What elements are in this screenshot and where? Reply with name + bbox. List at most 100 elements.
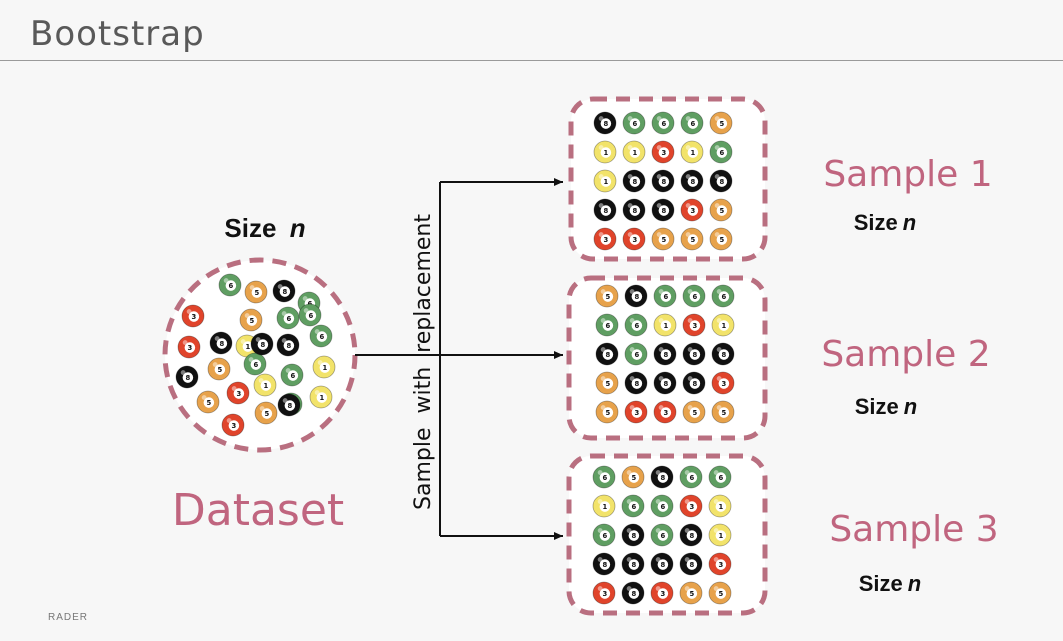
svg-text:8: 8 xyxy=(690,561,695,569)
svg-text:6: 6 xyxy=(722,293,727,301)
svg-text:3: 3 xyxy=(691,207,696,215)
svg-text:6: 6 xyxy=(720,149,725,157)
svg-text:1: 1 xyxy=(604,149,609,157)
sample-2-ball: 8 xyxy=(624,371,648,395)
svg-text:5: 5 xyxy=(691,236,696,244)
svg-text:8: 8 xyxy=(632,590,637,598)
sample-3-ball: 1 xyxy=(592,494,616,518)
svg-text:1: 1 xyxy=(633,149,638,157)
dataset-label: Dataset xyxy=(172,485,344,536)
sample-1-ball: 3 xyxy=(680,198,704,222)
svg-text:8: 8 xyxy=(722,351,727,359)
sample-2-ball: 8 xyxy=(595,342,619,366)
dataset-ball: 3 xyxy=(177,335,201,359)
svg-text:5: 5 xyxy=(662,236,667,244)
dataset-ball: 5 xyxy=(254,401,278,425)
sample-2-ball: 6 xyxy=(711,284,735,308)
svg-text:3: 3 xyxy=(662,149,667,157)
sample-1-ball: 8 xyxy=(651,198,675,222)
svg-text:8: 8 xyxy=(690,532,695,540)
svg-text:3: 3 xyxy=(604,236,609,244)
sample-2-ball: 3 xyxy=(711,371,735,395)
sample-1-ball: 6 xyxy=(680,111,704,135)
sample-1-ball: 5 xyxy=(709,198,733,222)
sample-2-ball: 8 xyxy=(653,371,677,395)
sample-3-ball: 6 xyxy=(650,494,674,518)
svg-text:8: 8 xyxy=(635,380,640,388)
svg-text:6: 6 xyxy=(661,532,666,540)
svg-text:5: 5 xyxy=(207,399,212,407)
svg-text:6: 6 xyxy=(633,120,638,128)
sample-1-ball: 8 xyxy=(709,169,733,193)
sample-1-ball: 1 xyxy=(593,169,617,193)
sample-1-ball: 8 xyxy=(622,169,646,193)
sample-3-ball: 6 xyxy=(592,465,616,489)
sample-1-ball: 5 xyxy=(709,111,733,135)
svg-text:1: 1 xyxy=(664,322,669,330)
svg-text:1: 1 xyxy=(246,343,251,351)
svg-text:6: 6 xyxy=(662,120,667,128)
svg-text:6: 6 xyxy=(635,322,640,330)
sample-3-ball: 8 xyxy=(621,523,645,547)
svg-text:5: 5 xyxy=(720,120,725,128)
sample-3-ball: 8 xyxy=(592,552,616,576)
sample-2-ball: 5 xyxy=(682,400,706,424)
sample-2-label: Sample 2 xyxy=(821,334,990,375)
svg-text:8: 8 xyxy=(661,561,666,569)
sample-2-ball: 8 xyxy=(682,371,706,395)
svg-text:6: 6 xyxy=(691,120,696,128)
sample-1-ball: 5 xyxy=(651,227,675,251)
sample-3-ball: 6 xyxy=(621,494,645,518)
svg-text:8: 8 xyxy=(693,351,698,359)
svg-text:6: 6 xyxy=(606,322,611,330)
svg-text:6: 6 xyxy=(291,372,296,380)
sample-1-ball: 8 xyxy=(593,111,617,135)
sample-2-ball: 5 xyxy=(595,371,619,395)
svg-text:8: 8 xyxy=(662,207,667,215)
sample-1-ball: 8 xyxy=(622,198,646,222)
footer-author: RADER xyxy=(48,612,89,623)
sample-2-ball: 1 xyxy=(711,313,735,337)
dataset-ball: 5 xyxy=(207,357,231,381)
dataset-size-prefix: Size xyxy=(224,213,276,243)
svg-text:3: 3 xyxy=(603,590,608,598)
svg-text:5: 5 xyxy=(722,409,727,417)
svg-text:1: 1 xyxy=(264,382,269,390)
svg-text:6: 6 xyxy=(603,474,608,482)
svg-text:1: 1 xyxy=(604,178,609,186)
dataset-ball: 5 xyxy=(239,308,263,332)
sample-2-ball: 8 xyxy=(682,342,706,366)
sample-1-ball: 1 xyxy=(593,140,617,164)
dataset-ball: 8 xyxy=(250,332,274,356)
sample-3-ball: 8 xyxy=(621,581,645,605)
svg-text:6: 6 xyxy=(632,503,637,511)
sample-1-ball: 5 xyxy=(680,227,704,251)
sample-2-ball: 8 xyxy=(711,342,735,366)
svg-text:8: 8 xyxy=(287,342,292,350)
sample-3-ball: 8 xyxy=(650,465,674,489)
svg-text:3: 3 xyxy=(719,561,724,569)
sample-1-ball: 3 xyxy=(651,140,675,164)
svg-text:6: 6 xyxy=(719,474,724,482)
svg-text:8: 8 xyxy=(604,120,609,128)
svg-text:6: 6 xyxy=(308,300,313,308)
dataset-ball: 6 xyxy=(276,306,300,330)
svg-text:8: 8 xyxy=(661,474,666,482)
svg-text:6: 6 xyxy=(693,293,698,301)
svg-text:3: 3 xyxy=(192,313,197,321)
svg-text:3: 3 xyxy=(188,344,193,352)
svg-text:5: 5 xyxy=(720,207,725,215)
svg-text:5: 5 xyxy=(606,293,611,301)
svg-text:8: 8 xyxy=(606,351,611,359)
sample-1-ball: 8 xyxy=(680,169,704,193)
svg-text:6: 6 xyxy=(661,503,666,511)
svg-text:5: 5 xyxy=(690,590,695,598)
svg-text:8: 8 xyxy=(220,340,225,348)
sample-3-ball: 1 xyxy=(708,494,732,518)
sample-3-label: Sample 3 xyxy=(829,509,998,550)
sample-1-ball: 6 xyxy=(651,111,675,135)
sample-3-ball: 8 xyxy=(621,552,645,576)
arrow-label: Sample with replacement xyxy=(411,214,436,510)
sample-2-size: Size n xyxy=(855,394,917,419)
svg-text:6: 6 xyxy=(320,333,325,341)
